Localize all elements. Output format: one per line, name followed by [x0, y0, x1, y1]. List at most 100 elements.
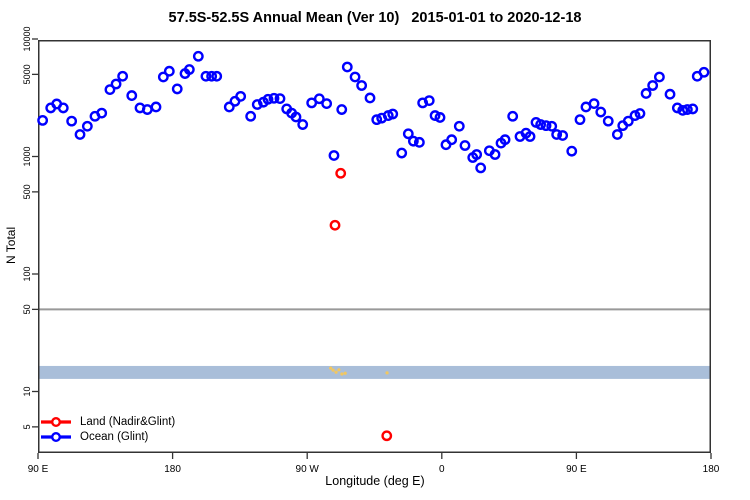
data-point-flagged [385, 371, 389, 375]
data-point-ocean [349, 71, 361, 83]
data-point-ocean [634, 108, 646, 119]
x-tick-label: 90 E [28, 464, 49, 475]
land-series-marker-icon [41, 417, 71, 427]
data-point-ocean [475, 162, 487, 174]
data-point-ocean [371, 114, 383, 126]
data-point-land [381, 430, 393, 442]
data-point-ocean [588, 98, 600, 109]
data-point-ocean [57, 102, 69, 114]
data-point-ocean [654, 71, 665, 83]
y-tick-label: 500 [22, 184, 32, 199]
data-point-ocean [459, 140, 471, 151]
plot-area: 90 E 180 90 W 0 90 E 180 10000 5000 1000 500 100 50… [22, 26, 720, 475]
data-point-ocean [698, 66, 710, 78]
legend-label-land: Land (Nadir&Glint) [80, 416, 176, 428]
data-point-ocean [429, 110, 441, 121]
legend: Land (Nadir&Glint) Ocean (Glint) [41, 415, 175, 444]
chart-title: 57.5S-52.5S Annual Mean (Ver 10) 2015-01… [168, 10, 582, 26]
data-point-ocean [163, 65, 175, 77]
data-point-ocean [413, 136, 425, 148]
y-tick-label: 1000 [22, 146, 32, 166]
x-tick-label: 90 W [296, 464, 320, 475]
data-point-ocean [200, 70, 212, 82]
data-point-ocean [611, 129, 623, 140]
data-point-ocean [647, 80, 659, 91]
data-point-ocean [66, 115, 78, 127]
data-point-ocean [336, 104, 348, 115]
data-point-ocean [126, 90, 138, 101]
data-point-ocean [364, 92, 376, 104]
data-point-flagged [337, 368, 341, 372]
data-point-flagged [329, 366, 333, 370]
data-point-ocean [313, 93, 325, 105]
x-tick-label: 180 [703, 464, 720, 475]
data-point-ocean [328, 150, 340, 161]
data-point-ocean [211, 70, 223, 82]
data-point-ocean [402, 128, 414, 140]
data-point-ocean [664, 88, 676, 100]
data-point-ocean [681, 104, 693, 115]
plot-frame [38, 40, 711, 453]
y-tick-label: 10 [22, 386, 32, 396]
legend-entry-ocean: Ocean (Glint) [41, 430, 175, 444]
ocean-series-marker-icon [41, 432, 71, 442]
data-point-ocean [396, 147, 408, 159]
legend-entry-land: Land (Nadir&Glint) [41, 415, 175, 429]
data-point-flagged [334, 370, 338, 374]
data-point-ocean [206, 70, 218, 82]
legend-label-ocean: Ocean (Glint) [80, 431, 149, 443]
data-point-ocean [566, 145, 578, 157]
data-point-land [329, 219, 341, 231]
data-point-ocean [235, 90, 247, 102]
data-point-ocean [524, 131, 536, 142]
data-point-ocean [423, 95, 435, 107]
highlight-band [38, 365, 711, 379]
data-point-ocean [453, 120, 465, 132]
data-point-ocean [171, 83, 183, 95]
data-point-ocean [489, 149, 501, 160]
data-point-flagged [343, 371, 347, 375]
data-point-ocean [96, 107, 108, 119]
data-point-land [335, 167, 347, 179]
data-point-ocean [677, 104, 689, 116]
y-tick-label: 50 [22, 304, 32, 314]
data-point-ocean [274, 93, 286, 105]
data-point-ocean [268, 92, 280, 104]
data-point-ocean [574, 114, 586, 126]
data-point-ocean [671, 102, 683, 114]
data-point-ocean [499, 134, 511, 146]
data-point-flagged [331, 368, 335, 372]
y-tick-label: 10000 [22, 26, 32, 51]
data-point-ocean [341, 61, 353, 73]
data-point-ocean [245, 110, 257, 122]
data-point-ocean [557, 130, 569, 141]
data-point-ocean [640, 88, 652, 99]
data-point-ocean [81, 120, 93, 132]
data-point-ocean [595, 106, 607, 118]
data-point-ocean [687, 103, 699, 115]
data-point-ocean [546, 120, 558, 132]
data-point-ocean [507, 110, 519, 122]
y-tick-label: 5000 [22, 64, 32, 84]
data-point-ocean [540, 120, 552, 132]
data-point-flagged [340, 372, 344, 376]
data-point-ocean [551, 129, 563, 140]
x-axis-title: Longitude (deg E) [325, 474, 425, 488]
data-point-ocean [356, 80, 368, 91]
data-point-ocean [297, 119, 309, 130]
x-tick-label: 0 [439, 464, 445, 475]
data-point-ocean [74, 129, 86, 140]
data-point-ocean [192, 50, 204, 62]
data-point-ocean [157, 71, 169, 83]
data-point-ocean [150, 101, 162, 113]
data-point-ocean [110, 78, 122, 90]
x-tick-label: 180 [164, 464, 181, 475]
data-point-ocean [251, 99, 263, 110]
data-point-ocean [387, 108, 399, 120]
data-point-ocean [262, 93, 274, 105]
data-point-ocean [622, 115, 634, 127]
y-axis-title: N Total [4, 226, 18, 264]
data-point-ocean [223, 101, 235, 113]
y-tick-label: 5 [22, 424, 32, 429]
